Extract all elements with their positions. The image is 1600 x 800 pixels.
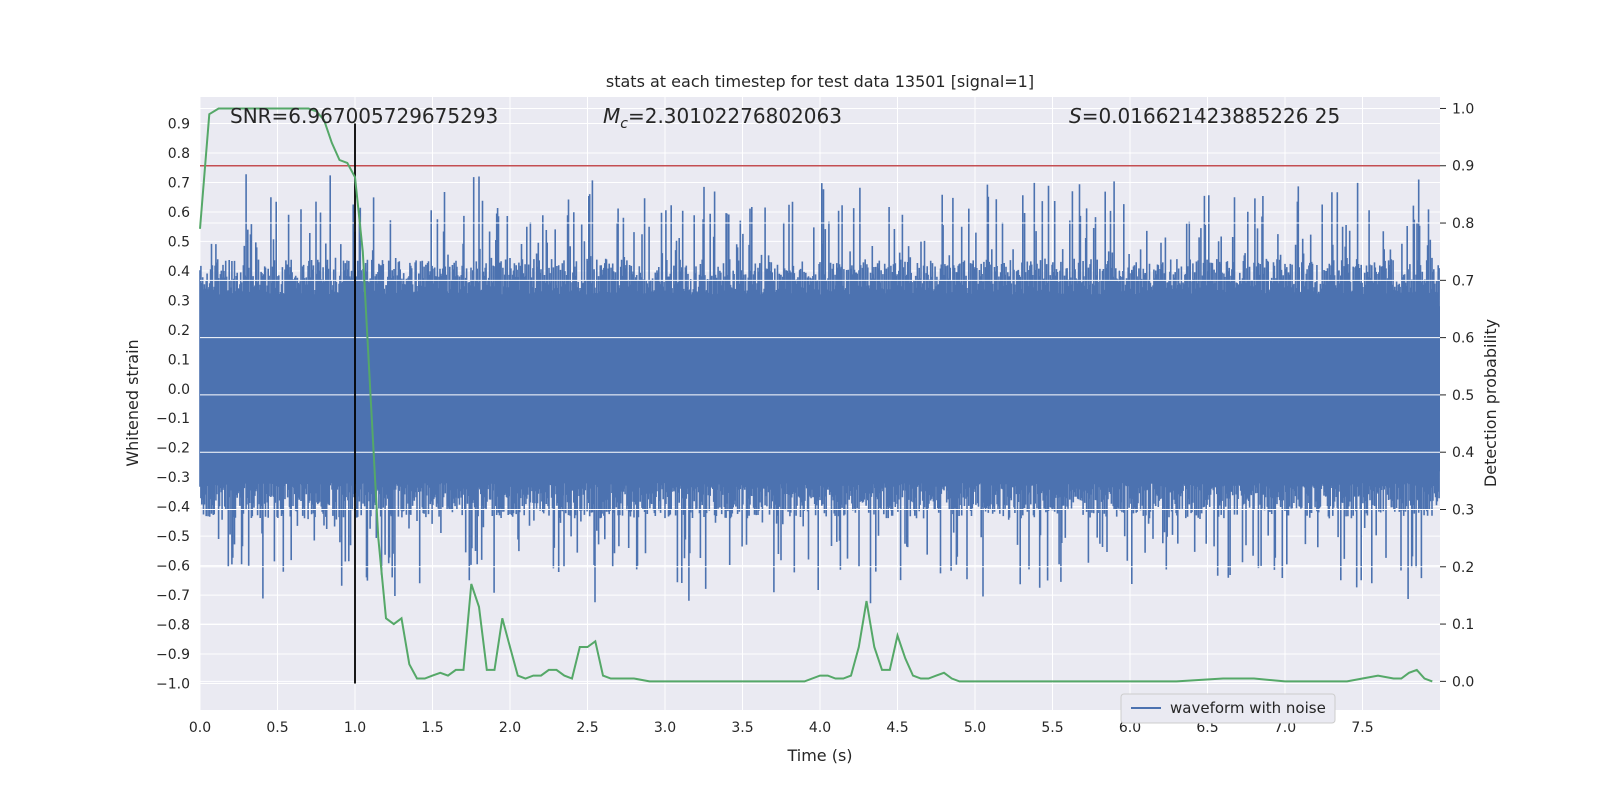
x-tick-label: 1.0 <box>344 720 366 736</box>
y-tick-label-left: 0.5 <box>168 234 190 250</box>
y-tick-label-left: 0.9 <box>168 117 190 133</box>
s-annotation: S=0.016621423885226 25 <box>1069 104 1340 128</box>
y-tick-label-left: −0.9 <box>156 647 190 663</box>
chirp-mass-annotation: Mc=2.30102276802063 <box>603 104 842 132</box>
y-tick-label-left: −0.6 <box>156 559 190 575</box>
y-tick-label-left: 0.1 <box>168 352 190 368</box>
probability-line <box>199 107 1433 683</box>
y-tick-label-left: 0.0 <box>168 382 190 398</box>
y-tick-label-right: 0.1 <box>1452 617 1474 633</box>
y-tick-label-left: 0.6 <box>168 205 190 221</box>
waveform-series <box>199 174 1440 604</box>
y-tick-label-right: 0.7 <box>1452 273 1474 289</box>
x-tick-label: 6.5 <box>1196 720 1218 736</box>
y-axis-left-ticks: 0.9 0.8 0.7 0.6 0.5 0.4 0.3 0.2 0.1 0.0 −0.1 −0.2 −0… <box>156 117 190 693</box>
legend-label: waveform with noise <box>1170 699 1326 717</box>
y-tick-label-left: 0.8 <box>168 146 190 162</box>
y-tick-label-left: −0.4 <box>156 500 190 516</box>
y-tick-label-left: 0.2 <box>168 323 190 339</box>
y-axis-left-label: Whitened strain <box>123 339 142 466</box>
y-tick-label-left: −1.0 <box>156 676 190 692</box>
y-tick-label-left: −0.1 <box>156 411 190 427</box>
x-tick-label: 5.5 <box>1041 720 1063 736</box>
y-tick-label-right: 0.8 <box>1452 216 1474 232</box>
x-tick-label: 7.0 <box>1274 720 1296 736</box>
y-tick-label-left: −0.7 <box>156 588 190 604</box>
x-tick-label: 7.5 <box>1351 720 1373 736</box>
x-tick-label: 2.0 <box>499 720 521 736</box>
y-tick-label-left: 0.7 <box>168 175 190 191</box>
snr-annotation: SNR=6.967005729675293 <box>230 104 498 128</box>
x-tick-label: 3.5 <box>731 720 753 736</box>
y-tick-label-right: 0.2 <box>1452 560 1474 576</box>
overlay-lines <box>200 107 1440 684</box>
x-tick-label: 1.5 <box>421 720 443 736</box>
y-tick-label-right: 0.9 <box>1452 159 1474 175</box>
y-tick-label-right: 0.4 <box>1452 445 1474 461</box>
y-axis-right-ticks: 1.0 0.9 0.8 0.7 0.6 0.5 0.4 0.3 0.2 0.1 0.0 <box>1440 101 1474 690</box>
x-tick-label: 3.0 <box>654 720 676 736</box>
y-tick-label-left: −0.5 <box>156 529 190 545</box>
y-tick-label-left: 0.3 <box>168 293 190 309</box>
y-tick-label-left: −0.2 <box>156 441 190 457</box>
chirp-mass-subscript: c <box>620 116 628 132</box>
s-symbol: S <box>1069 104 1082 128</box>
y-axis-right-label: Detection probability <box>1481 319 1500 487</box>
legend-box <box>1120 693 1336 724</box>
y-tick-label-left: −0.8 <box>156 618 190 634</box>
y-tick-label-right: 0.6 <box>1452 331 1474 347</box>
x-tick-label: 5.0 <box>964 720 986 736</box>
s-value: =0.016621423885226 25 <box>1082 104 1341 128</box>
y-tick-label-left: 0.4 <box>168 264 190 280</box>
y-tick-label-right: 1.0 <box>1452 101 1474 117</box>
x-tick-label: 0.5 <box>266 720 288 736</box>
chart-title: stats at each timestep for test data 135… <box>606 72 1034 91</box>
x-axis-label: Time (s) <box>786 746 852 765</box>
x-tick-label: 2.5 <box>576 720 598 736</box>
y-tick-label-left: −0.3 <box>156 470 190 486</box>
waveform-core <box>200 306 1440 472</box>
chirp-mass-symbol: M <box>603 104 620 128</box>
x-axis-ticks: 0.0 0.5 1.0 1.5 2.0 2.5 3.0 3.5 4.0 4.5 5.0 5.5 6.0 6… <box>189 720 1374 736</box>
chirp-mass-value: =2.30102276802063 <box>628 104 842 128</box>
y-tick-label-right: 0.3 <box>1452 502 1474 518</box>
y-tick-label-right: 0.5 <box>1452 388 1474 404</box>
x-tick-label: 4.0 <box>809 720 831 736</box>
x-tick-label: 4.5 <box>886 720 908 736</box>
y-tick-label-right: 0.0 <box>1452 674 1474 690</box>
x-tick-label: 0.0 <box>189 720 211 736</box>
x-tick-label: 6.0 <box>1119 720 1141 736</box>
detection-probability-series <box>199 107 1433 683</box>
legend: waveform with noise <box>1120 693 1336 724</box>
